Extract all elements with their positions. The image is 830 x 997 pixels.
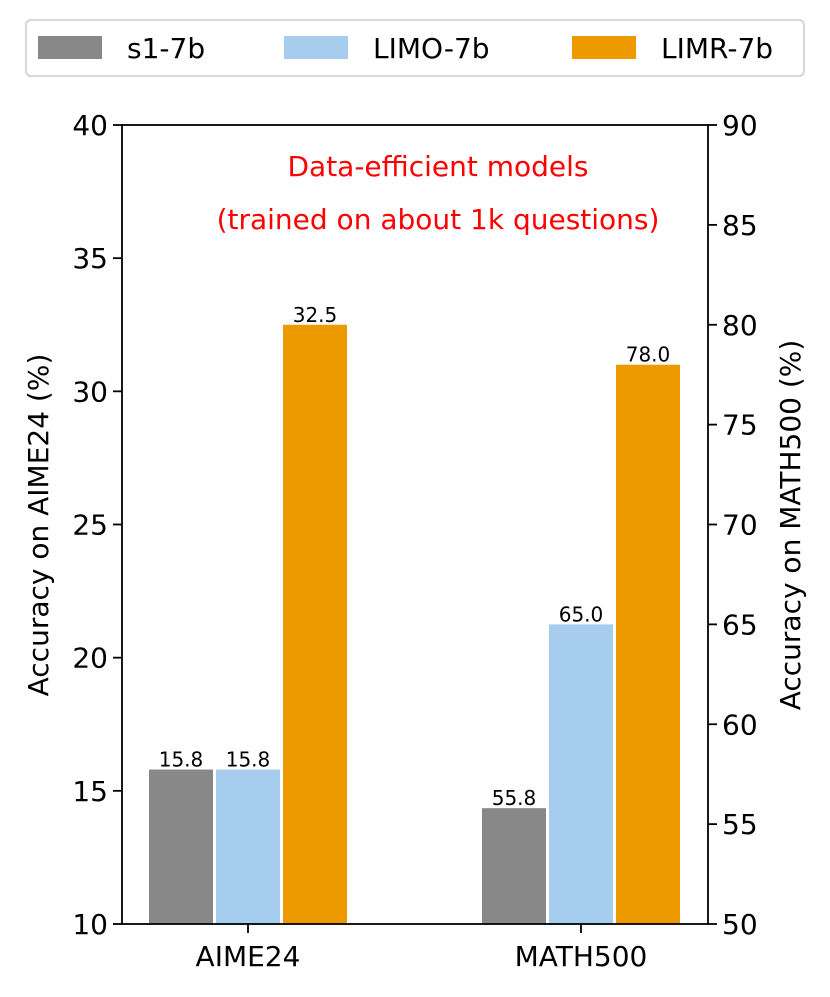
bar-aime24-s1-7b [149,769,213,924]
legend-swatch-limr-7b [572,36,636,59]
right-tick-label-5: 75 [722,409,758,442]
right-tick-label-8: 90 [722,109,758,142]
bar-math500-s1-7b [482,808,546,924]
bar-math500-limr-7b [616,364,680,924]
data-label-math500-limo-7b: 65.0 [559,602,604,626]
legend-swatch-limo-7b [284,36,348,59]
bar-math500-limo-7b [549,624,613,924]
legend-label-limr-7b: LIMR-7b [661,32,773,65]
data-labels-group: 15.8 15.8 32.5 55.8 65.0 78.0 [159,303,671,810]
legend-swatch-s1-7b [38,36,102,59]
right-tick-label-4: 70 [722,509,758,542]
annotation-line-1: Data-efficient models [287,150,588,183]
bar-aime24-limo-7b [216,769,280,924]
data-label-aime24-limr-7b: 32.5 [293,303,338,327]
legend-label-s1-7b: s1-7b [127,32,205,65]
y-axis-title-left: Accuracy on AIME24 (%) [22,354,55,697]
left-tick-label-3: 25 [72,509,108,542]
left-tick-label-0: 10 [72,908,108,941]
bar-aime24-limr-7b [283,324,347,924]
data-label-aime24-s1-7b: 15.8 [159,748,204,772]
right-tick-label-1: 55 [722,808,758,841]
left-tick-label-1: 15 [72,775,108,808]
right-tick-label-2: 60 [722,708,758,741]
left-tick-label-4: 30 [72,375,108,408]
data-label-aime24-limo-7b: 15.8 [226,748,271,772]
right-axis: 50 55 60 65 70 75 80 85 90 [708,109,758,941]
right-tick-label-6: 80 [722,309,758,342]
legend-label-limo-7b: LIMO-7b [373,32,490,65]
annotation-line-2: (trained on about 1k questions) [217,203,660,236]
right-tick-label-0: 50 [722,908,758,941]
left-tick-label-5: 35 [72,242,108,275]
right-tick-label-7: 85 [722,209,758,242]
data-label-math500-limr-7b: 78.0 [626,343,671,367]
category-label-aime24: AIME24 [196,940,301,973]
bars-group [149,324,680,924]
left-tick-label-6: 40 [72,109,108,142]
left-tick-label-2: 20 [72,642,108,675]
legend-frame [25,19,805,77]
right-tick-label-3: 65 [722,608,758,641]
legend: s1-7b LIMO-7b LIMR-7b [25,19,805,77]
data-label-math500-s1-7b: 55.8 [492,786,537,810]
category-label-math500: MATH500 [515,940,648,973]
y-axis-title-right: Accuracy on MATH500 (%) [774,340,807,711]
left-axis: 10 15 20 25 30 35 40 [72,109,122,941]
